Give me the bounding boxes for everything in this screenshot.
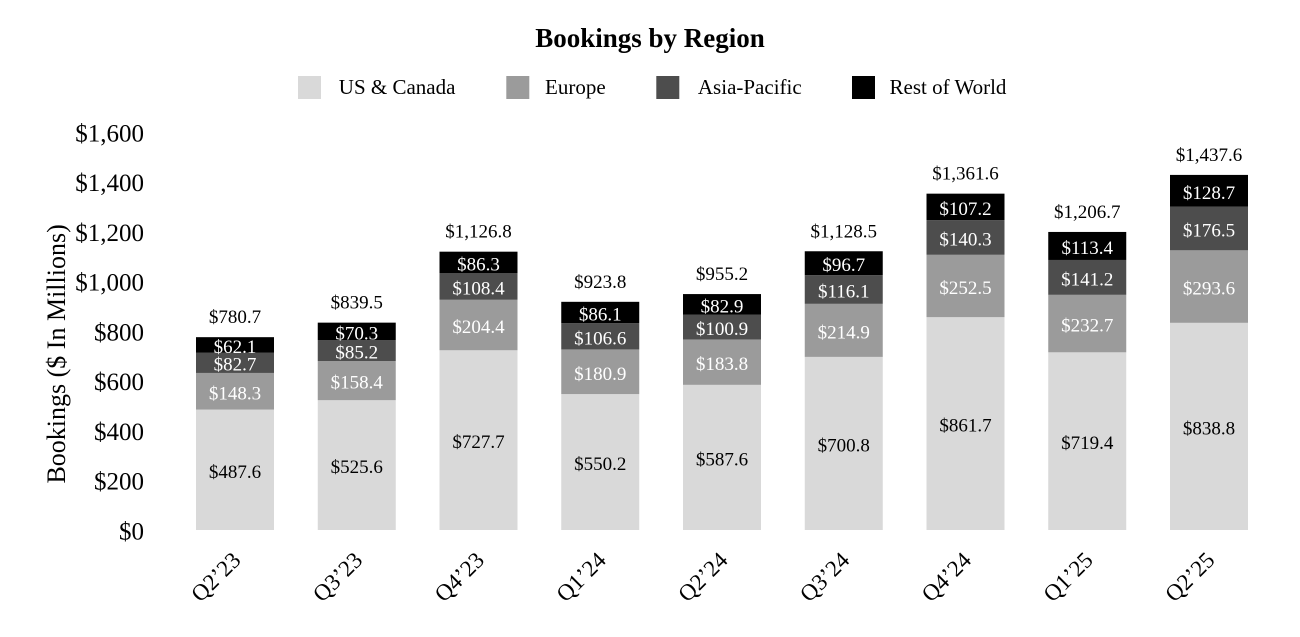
svg-text:$955.2: $955.2 [696, 264, 748, 285]
svg-text:$1,126.8: $1,126.8 [445, 222, 512, 243]
svg-text:$176.5: $176.5 [1183, 221, 1235, 242]
svg-text:$1,200: $1,200 [75, 220, 144, 247]
svg-text:Bookings by Region: Bookings by Region [535, 23, 765, 53]
svg-text:$148.3: $148.3 [209, 383, 261, 404]
svg-text:$1,437.6: $1,437.6 [1176, 145, 1243, 166]
svg-text:US & Canada: US & Canada [339, 75, 456, 99]
svg-text:$700.8: $700.8 [818, 435, 870, 456]
svg-text:$587.6: $587.6 [696, 449, 748, 470]
svg-text:$116.1: $116.1 [818, 281, 870, 302]
svg-text:$180.9: $180.9 [574, 364, 626, 385]
svg-text:Rest of World: Rest of World [890, 75, 1007, 99]
svg-text:$96.7: $96.7 [822, 255, 865, 276]
svg-text:$128.7: $128.7 [1183, 183, 1235, 204]
svg-text:Asia-Pacific: Asia-Pacific [698, 75, 802, 99]
svg-text:$106.6: $106.6 [574, 328, 626, 349]
svg-text:$550.2: $550.2 [574, 454, 626, 475]
svg-text:$487.6: $487.6 [209, 462, 261, 483]
svg-text:$183.8: $183.8 [696, 354, 748, 375]
svg-text:$293.6: $293.6 [1183, 279, 1235, 300]
svg-text:$600: $600 [94, 369, 144, 396]
svg-text:$62.1: $62.1 [214, 337, 257, 358]
svg-text:$1,128.5: $1,128.5 [811, 221, 878, 242]
svg-text:$525.6: $525.6 [331, 457, 383, 478]
svg-text:$0: $0 [119, 518, 144, 545]
svg-text:$70.3: $70.3 [335, 323, 378, 344]
svg-text:$838.8: $838.8 [1183, 418, 1235, 439]
svg-text:$113.4: $113.4 [1061, 238, 1113, 259]
svg-text:$400: $400 [94, 419, 144, 446]
svg-text:$1,206.7: $1,206.7 [1054, 202, 1121, 223]
svg-text:$82.7: $82.7 [214, 355, 257, 376]
svg-text:$252.5: $252.5 [939, 278, 991, 299]
svg-text:$1,000: $1,000 [75, 270, 144, 297]
svg-text:$719.4: $719.4 [1061, 433, 1114, 454]
svg-text:$1,400: $1,400 [75, 170, 144, 197]
svg-text:$140.3: $140.3 [939, 229, 991, 250]
svg-text:$780.7: $780.7 [209, 307, 261, 328]
svg-text:$800: $800 [94, 319, 144, 346]
svg-text:$108.4: $108.4 [452, 278, 505, 299]
svg-text:$839.5: $839.5 [331, 293, 383, 314]
svg-text:$107.2: $107.2 [939, 199, 991, 220]
svg-text:$100.9: $100.9 [696, 319, 748, 340]
svg-text:$141.2: $141.2 [1061, 269, 1113, 290]
svg-text:Europe: Europe [545, 75, 606, 99]
svg-text:$82.9: $82.9 [701, 296, 744, 317]
svg-text:$861.7: $861.7 [939, 416, 991, 437]
svg-text:$727.7: $727.7 [452, 432, 504, 453]
svg-text:$86.3: $86.3 [457, 254, 500, 275]
svg-text:Bookings ($ In Millions): Bookings ($ In Millions) [42, 224, 71, 483]
svg-text:$85.2: $85.2 [335, 343, 378, 364]
svg-text:$158.4: $158.4 [331, 373, 384, 394]
svg-text:$232.7: $232.7 [1061, 316, 1113, 337]
svg-text:$1,600: $1,600 [75, 120, 144, 147]
svg-text:$200: $200 [94, 469, 144, 496]
svg-text:$923.8: $923.8 [574, 272, 626, 293]
svg-text:$1,361.6: $1,361.6 [932, 164, 999, 185]
svg-text:$214.9: $214.9 [818, 322, 870, 343]
svg-text:$86.1: $86.1 [579, 304, 622, 325]
svg-text:$204.4: $204.4 [452, 317, 505, 338]
